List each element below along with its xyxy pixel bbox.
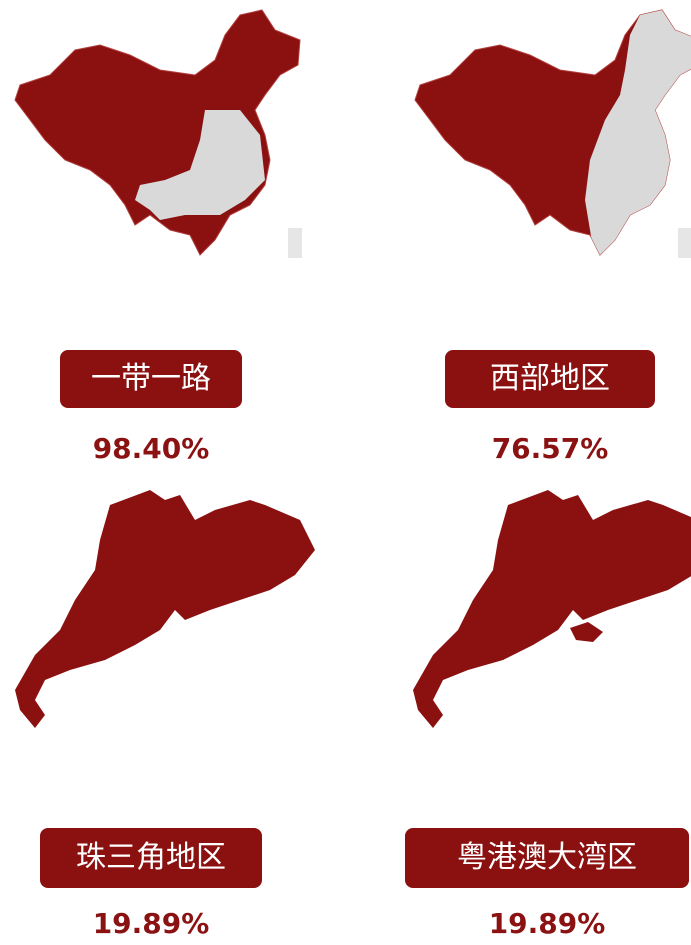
guangdong-map <box>15 490 315 728</box>
china-map <box>414 9 691 258</box>
panel-label: 粤港澳大湾区 <box>457 840 637 875</box>
guangdong-map <box>413 490 691 728</box>
panel-value: 19.89% <box>489 907 606 940</box>
label-box <box>405 828 689 888</box>
label-box <box>60 350 242 408</box>
panel-value: 98.40% <box>93 432 210 465</box>
panel-label: 西部地区 <box>490 361 610 396</box>
china-map <box>14 9 302 258</box>
label-box <box>445 350 655 408</box>
panel-value: 76.57% <box>492 432 609 465</box>
panel-label: 一带一路 <box>91 361 211 396</box>
panel-label: 珠三角地区 <box>76 840 226 875</box>
panel-value: 19.89% <box>93 907 210 940</box>
label-box <box>40 828 262 888</box>
